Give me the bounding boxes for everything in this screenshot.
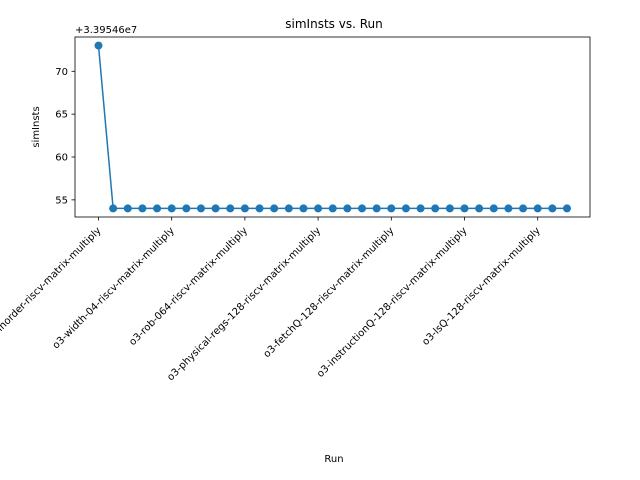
data-point	[548, 204, 557, 213]
data-point	[475, 204, 484, 213]
x-tick-label: o3-width-04-riscv-matrix-multiply	[51, 225, 177, 351]
data-point	[314, 204, 323, 213]
y-axis-label: simInsts	[31, 106, 42, 147]
y-tick-label: 55	[55, 195, 68, 206]
x-tick-label: o3-fetchQ-128-riscv-matrix-multiply	[262, 225, 397, 360]
data-point	[562, 204, 571, 213]
data-point	[94, 41, 103, 50]
data-point	[533, 204, 542, 213]
data-point	[372, 204, 381, 213]
data-point	[489, 204, 498, 213]
data-point	[255, 204, 264, 213]
data-point	[123, 204, 132, 213]
x-axis-label: Run	[324, 454, 343, 465]
data-point	[299, 204, 308, 213]
data-point	[211, 204, 220, 213]
data-point	[328, 204, 337, 213]
chart-title: simInsts vs. Run	[285, 17, 382, 31]
data-point	[284, 204, 293, 213]
data-point	[358, 204, 367, 213]
data-point	[153, 204, 162, 213]
x-tick-label: o3-lsQ-128-riscv-matrix-multiply	[420, 225, 543, 348]
data-point	[445, 204, 454, 213]
series-line	[97, 45, 567, 210]
data-point	[519, 204, 528, 213]
data-point	[401, 204, 410, 213]
y-tick-label: 70	[55, 67, 68, 78]
x-tick-label: o3-rob-064-riscv-matrix-multiply	[127, 225, 250, 348]
data-point	[416, 204, 425, 213]
data-point	[431, 204, 440, 213]
data-point	[504, 204, 513, 213]
y-offset-text: +3.39546e7	[75, 25, 137, 36]
data-point	[226, 204, 235, 213]
data-point	[138, 204, 147, 213]
data-point	[109, 204, 118, 213]
plot-area: 55606570inorder-riscv-matrix-multiplyo3-…	[0, 36, 591, 383]
x-tick-label: o3-physical-regs-128-riscv-matrix-multip…	[165, 225, 323, 383]
data-point	[240, 204, 249, 213]
data-point	[387, 204, 396, 213]
x-tick-label: o3-instructionQ-128-riscv-matrix-multipl…	[315, 225, 470, 380]
plot-frame	[74, 36, 591, 218]
data-point	[460, 204, 469, 213]
y-tick-label: 60	[55, 153, 68, 164]
data-point	[182, 204, 191, 213]
data-point	[270, 204, 279, 213]
data-point	[167, 204, 176, 213]
y-tick-label: 65	[55, 110, 68, 121]
data-point	[196, 204, 205, 213]
data-point	[343, 204, 352, 213]
